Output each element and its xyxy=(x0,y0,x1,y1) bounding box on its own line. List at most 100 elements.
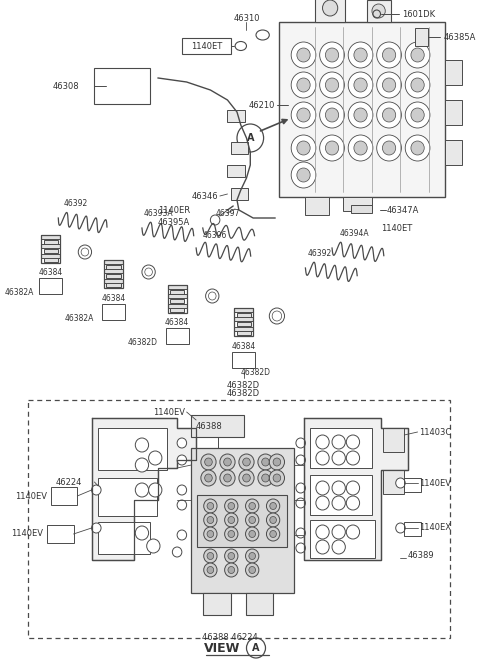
Circle shape xyxy=(225,563,238,577)
Text: 46385A: 46385A xyxy=(443,33,476,41)
Circle shape xyxy=(135,483,149,497)
Text: 1140EV: 1140EV xyxy=(11,530,43,538)
Circle shape xyxy=(145,268,152,276)
Bar xyxy=(232,352,255,368)
Circle shape xyxy=(346,451,360,465)
Circle shape xyxy=(383,141,396,155)
Text: 46384: 46384 xyxy=(231,342,256,351)
Text: 46397: 46397 xyxy=(216,209,240,218)
Circle shape xyxy=(177,530,187,540)
Polygon shape xyxy=(92,418,196,560)
Bar xyxy=(106,265,120,269)
Bar xyxy=(44,259,58,263)
Circle shape xyxy=(269,454,285,470)
Circle shape xyxy=(204,549,217,563)
Circle shape xyxy=(297,168,310,182)
Bar xyxy=(234,308,253,312)
Circle shape xyxy=(249,502,255,510)
Text: 46393A: 46393A xyxy=(144,209,173,218)
Circle shape xyxy=(249,516,255,524)
Bar xyxy=(234,317,253,321)
Text: A: A xyxy=(247,133,254,143)
Text: 46389: 46389 xyxy=(408,552,435,560)
Bar xyxy=(44,249,58,253)
Bar xyxy=(384,428,404,452)
Circle shape xyxy=(405,135,430,161)
Circle shape xyxy=(316,435,329,449)
Circle shape xyxy=(246,549,259,563)
Text: 46382D: 46382D xyxy=(227,381,260,389)
Text: 46384: 46384 xyxy=(101,294,126,303)
Circle shape xyxy=(411,141,424,155)
Circle shape xyxy=(316,451,329,465)
Text: 46310: 46310 xyxy=(233,13,260,23)
Circle shape xyxy=(177,438,187,448)
Circle shape xyxy=(228,530,235,538)
Circle shape xyxy=(320,42,344,68)
Bar xyxy=(170,299,184,303)
Circle shape xyxy=(204,563,217,577)
Bar xyxy=(197,495,288,547)
Bar xyxy=(98,522,151,554)
Circle shape xyxy=(383,108,396,122)
Circle shape xyxy=(269,470,285,486)
Text: 1140ER: 1140ER xyxy=(158,206,190,214)
Bar xyxy=(98,478,157,516)
Text: 46382A: 46382A xyxy=(65,313,95,323)
Circle shape xyxy=(270,502,276,510)
Circle shape xyxy=(291,102,316,128)
Ellipse shape xyxy=(256,30,269,40)
Circle shape xyxy=(325,78,339,92)
Circle shape xyxy=(291,42,316,68)
Bar xyxy=(445,100,462,125)
Circle shape xyxy=(296,455,305,465)
Circle shape xyxy=(346,496,360,510)
Circle shape xyxy=(269,308,285,324)
Circle shape xyxy=(246,563,259,577)
Circle shape xyxy=(201,454,216,470)
Text: 46224: 46224 xyxy=(56,478,82,486)
Bar xyxy=(104,260,123,264)
Circle shape xyxy=(383,48,396,62)
Bar xyxy=(41,235,60,263)
Text: 46347A: 46347A xyxy=(386,206,419,214)
Circle shape xyxy=(377,42,401,68)
Bar xyxy=(237,322,251,326)
Circle shape xyxy=(246,527,259,541)
Circle shape xyxy=(204,527,217,541)
Circle shape xyxy=(354,78,367,92)
Circle shape xyxy=(225,549,238,563)
Bar xyxy=(104,269,123,273)
Text: 46392: 46392 xyxy=(308,249,332,258)
Circle shape xyxy=(239,454,254,470)
Text: 46346: 46346 xyxy=(192,192,218,200)
Circle shape xyxy=(332,496,345,510)
Bar xyxy=(39,278,62,294)
Circle shape xyxy=(228,502,235,510)
Circle shape xyxy=(225,527,238,541)
Circle shape xyxy=(372,4,385,18)
Circle shape xyxy=(273,474,281,482)
Bar xyxy=(445,140,462,165)
Text: 46210: 46210 xyxy=(249,100,275,110)
Bar xyxy=(41,254,60,258)
Circle shape xyxy=(396,523,405,533)
Text: 46382D: 46382D xyxy=(241,368,271,377)
Bar xyxy=(47,525,73,543)
Circle shape xyxy=(332,481,345,495)
Circle shape xyxy=(297,78,310,92)
Circle shape xyxy=(325,141,339,155)
Circle shape xyxy=(172,547,182,557)
Circle shape xyxy=(323,0,338,16)
Bar xyxy=(367,0,391,22)
Circle shape xyxy=(346,435,360,449)
Circle shape xyxy=(346,525,360,539)
Bar xyxy=(237,331,251,335)
Bar xyxy=(445,60,462,85)
Circle shape xyxy=(325,108,339,122)
Text: 1601DK: 1601DK xyxy=(402,9,435,19)
Circle shape xyxy=(348,102,373,128)
Circle shape xyxy=(204,513,217,527)
Circle shape xyxy=(266,513,280,527)
Text: 46388: 46388 xyxy=(196,422,223,430)
